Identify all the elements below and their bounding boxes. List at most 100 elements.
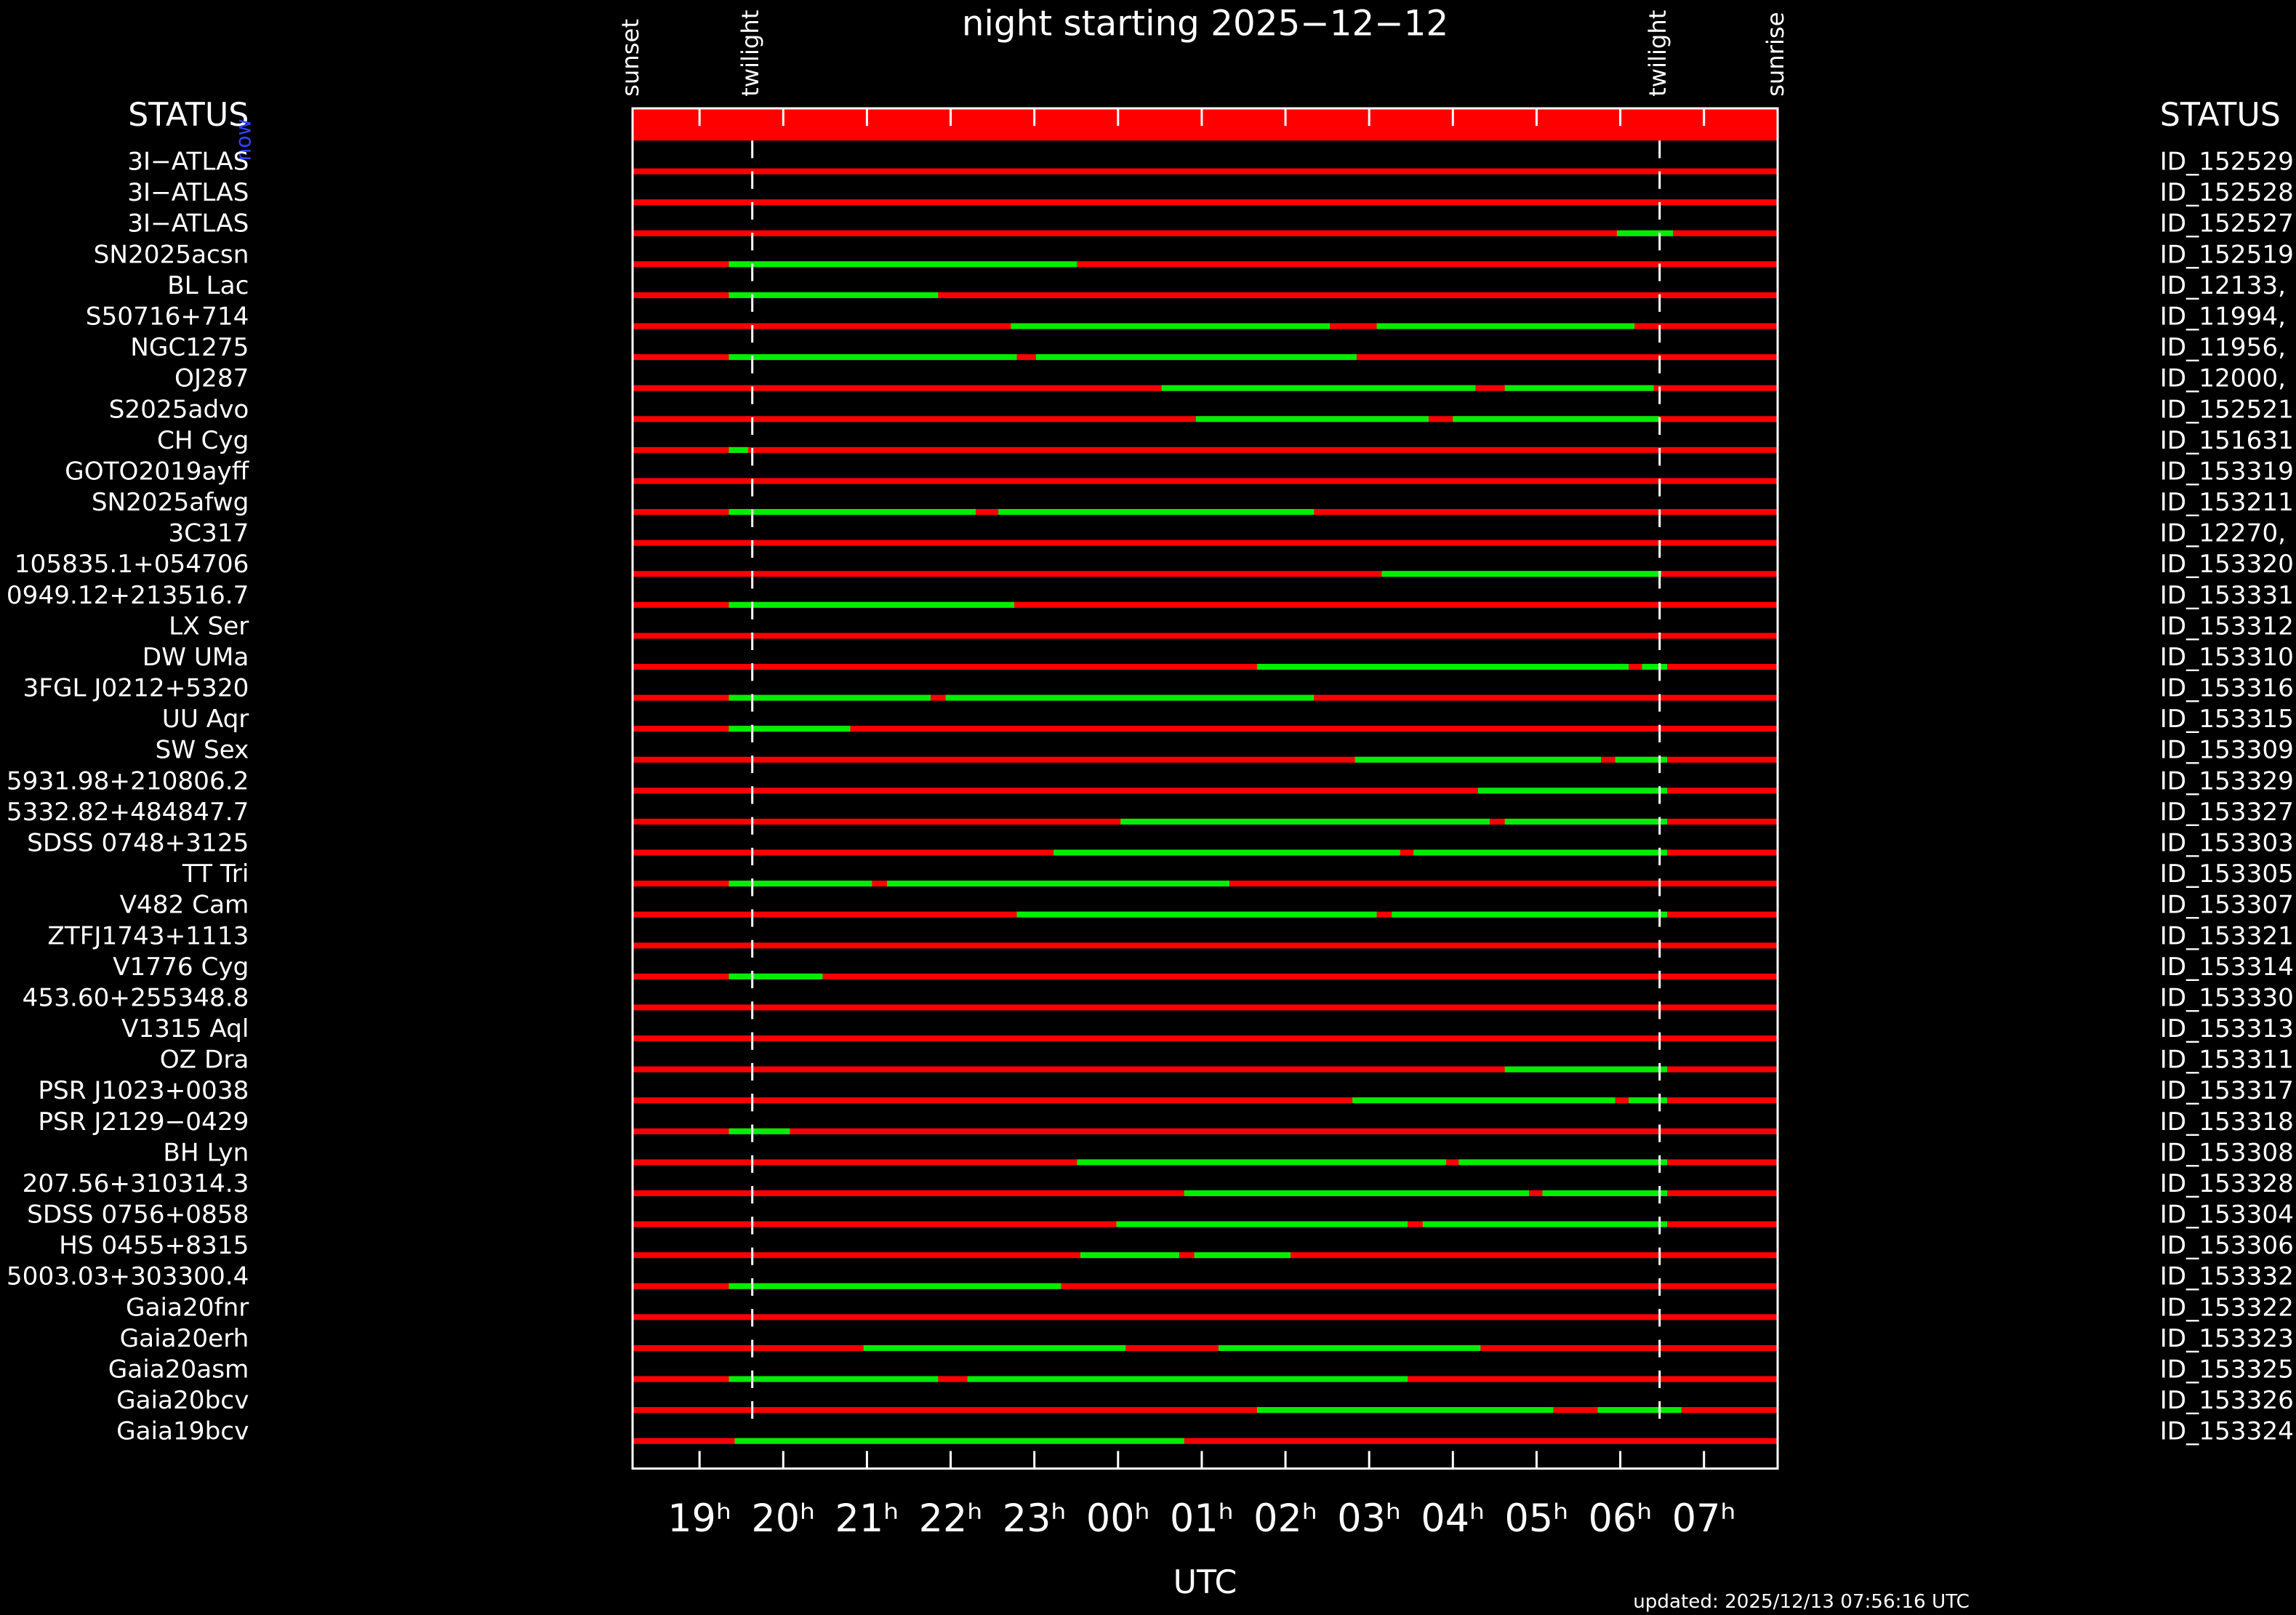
window [1458,1159,1668,1166]
x-tick-label: 22ʰ [919,1496,983,1541]
x-tick-label: 00ʰ [1086,1496,1150,1541]
window [1354,756,1602,763]
target-id: ID_12133, [2160,271,2286,300]
window [728,881,872,887]
target-id: ID_153312 [2160,612,2294,641]
window [728,973,823,979]
event-label: twilight [1644,10,1671,97]
x-tick-label: 06ʰ [1589,1496,1653,1541]
target-name: 105835.1+054706 [15,550,249,579]
window [728,292,939,298]
row-bar [633,1438,1778,1444]
status-right: STATUS [2160,97,2281,134]
top-bar [633,108,1778,141]
window [1504,385,1654,391]
target-name: 453.60+255348.8 [23,983,249,1012]
window [1035,354,1357,361]
row-bar [633,478,1778,484]
row-bar [633,973,1778,979]
target-id: ID_153323 [2160,1324,2294,1353]
target-id: ID_153311 [2160,1046,2294,1075]
window [1615,756,1668,763]
window [1597,1407,1682,1414]
window [1218,1345,1481,1351]
target-id: ID_153305 [2160,859,2294,889]
row-bar [633,1004,1778,1011]
target-id: ID_153319 [2160,457,2294,486]
plot-frame [631,107,1779,1470]
target-name: OJ287 [174,364,249,393]
target-name: ZTFJ1743+1113 [47,921,249,950]
target-name: UU Aqr [162,705,250,734]
window [1016,911,1377,918]
status-left: STATUS [128,97,249,134]
window [728,1283,1061,1289]
window [1161,385,1476,391]
row-bar [633,726,1778,732]
target-id: ID_153306 [2160,1231,2294,1260]
window [1116,1221,1408,1227]
target-name: S50716+714 [86,302,249,332]
row-bar [633,199,1778,206]
target-name: DW UMa [143,643,249,672]
row-bar [633,261,1778,268]
row-bar [633,1128,1778,1134]
target-name: 3I−ATLAS [127,209,249,239]
target-id: ID_153317 [2160,1076,2294,1105]
target-name: V1776 Cyg [113,953,249,982]
window [1422,1221,1668,1227]
target-name: SDSS 0748+3125 [27,829,249,858]
row-bar [633,601,1778,608]
target-id: ID_153320 [2160,550,2294,579]
target-id: ID_152529 [2160,148,2294,177]
target-id: ID_153310 [2160,643,2294,672]
target-name: BH Lyn [163,1138,249,1167]
window [998,509,1314,516]
target-name: SW Sex [156,736,249,765]
updated: updated: 2025/12/13 07:56:16 UTC [1633,1591,1970,1613]
x-tick-label: 21ʰ [835,1496,899,1541]
event-label: twilight [736,10,764,97]
target-name: 3C317 [168,519,249,548]
x-tick-label: 19ʰ [667,1496,731,1541]
target-id: ID_153329 [2160,766,2294,796]
window [1504,818,1668,825]
window [1352,1097,1615,1104]
target-id: ID_153304 [2160,1201,2294,1230]
window [1194,1252,1291,1259]
target-name: SDSS 0756+0858 [27,1201,249,1230]
target-name: PSR J2129−0429 [38,1107,249,1137]
target-id: ID_153328 [2160,1169,2294,1198]
event-label: sunset [617,19,644,97]
row-bar [633,571,1778,577]
target-id: ID_153211 [2160,488,2294,517]
window [728,509,976,516]
window [1642,663,1668,670]
window [728,1128,790,1134]
target-name: V482 Cam [120,891,249,920]
window [1453,416,1660,422]
window [1629,1097,1668,1104]
x-tick-label: 02ʰ [1253,1496,1317,1541]
target-name: 0949.12+213516.7 [7,581,249,610]
row-bar [633,292,1778,298]
target-name: LX Ser [169,612,249,641]
window [1053,849,1400,856]
target-id: ID_153326 [2160,1386,2294,1415]
target-id: ID_153322 [2160,1293,2294,1322]
window [728,694,931,701]
row-bar [633,168,1778,175]
window [728,601,1015,608]
target-id: ID_153315 [2160,705,2294,734]
row-bar [633,540,1778,546]
x-tick-label: 01ʰ [1170,1496,1234,1541]
target-name: SN2025afwg [92,488,249,517]
target-name: 3I−ATLAS [127,148,249,177]
now-label: now [231,119,255,161]
window [1542,1190,1668,1197]
window [1256,1407,1554,1414]
window [1184,1190,1530,1197]
target-name: GOTO2019ayff [65,457,250,486]
window [1256,663,1629,670]
